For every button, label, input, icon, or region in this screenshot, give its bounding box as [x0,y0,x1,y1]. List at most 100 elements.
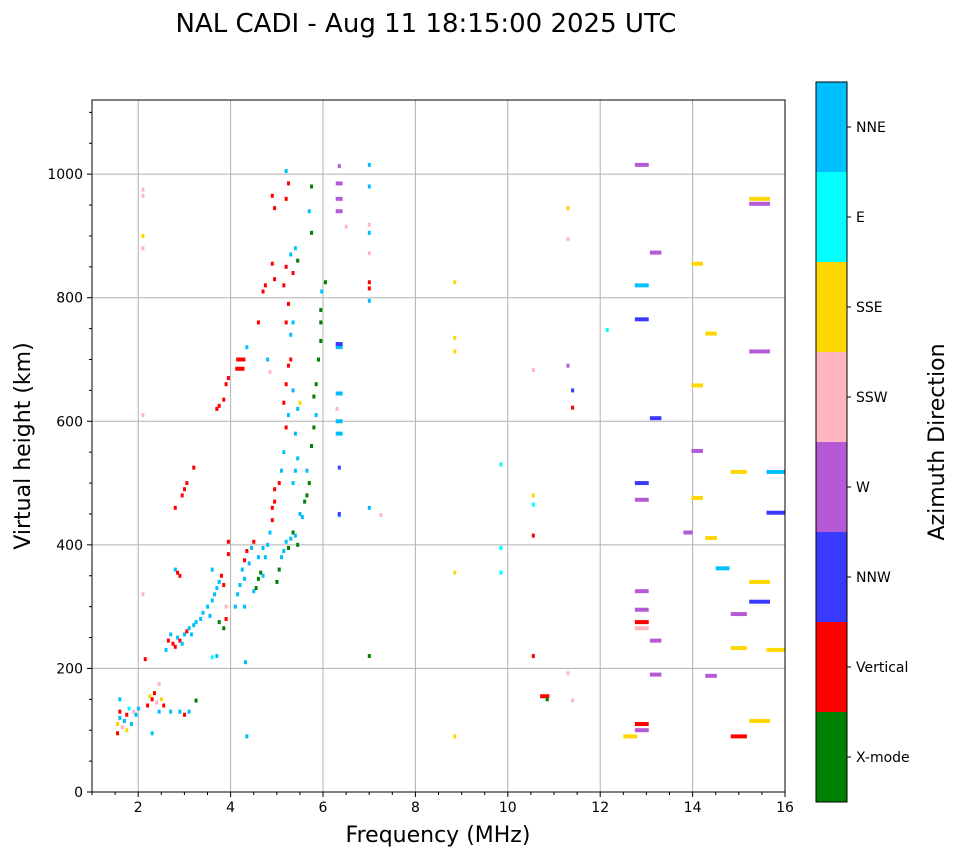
data-point [766,647,785,652]
data-point [749,196,770,201]
data-point [157,681,161,686]
data-point [273,487,277,492]
data-point [187,709,191,714]
data-point [291,271,295,275]
colorbar-tick-label: Vertical [856,660,908,676]
data-point [730,469,747,474]
data-point [337,465,341,470]
data-point [215,586,219,591]
data-point [236,357,246,362]
data-point [634,162,649,167]
data-point [224,382,228,387]
colorbar-tick-label: E [856,210,865,226]
data-point [243,660,247,665]
data-point [499,545,503,550]
data-point [531,368,535,373]
data-point [162,703,166,708]
data-point [284,196,288,201]
data-point [141,193,145,198]
data-point [634,497,649,502]
data-point [335,345,343,350]
data-point [367,654,371,659]
data-point [286,181,290,186]
data-point [540,694,550,699]
data-point [284,320,288,325]
data-point [293,431,297,436]
data-point [286,301,290,306]
data-point [705,673,717,678]
data-point [291,320,295,325]
data-point [634,589,649,594]
data-point [730,646,747,651]
colorbar-swatch-w [816,442,847,532]
data-point [125,728,129,733]
data-point [282,283,286,288]
data-point [243,558,247,563]
data-point [252,539,256,544]
data-point [217,620,221,625]
data-point [238,583,242,588]
x-tick-label: 14 [684,800,702,816]
data-point [280,468,284,473]
data-point [245,345,249,350]
data-point [183,712,187,717]
colorbar-tick-label: NNE [856,120,886,136]
data-point [173,505,177,510]
data-point [176,635,180,640]
data-point [453,734,457,739]
data-point [605,327,609,332]
data-point [266,357,270,362]
data-point [127,706,131,711]
data-point [323,280,327,285]
chart-title: NAL CADI - Aug 11 18:15:00 2025 UTC [176,9,677,39]
x-axis-label: Frequency (MHz) [346,823,531,848]
data-point [171,641,175,646]
data-point [314,382,318,387]
data-point [566,671,570,676]
data-point [185,629,189,634]
plot-frame [91,99,786,793]
data-point [453,280,457,285]
data-point [284,382,288,387]
data-point [499,462,503,467]
colorbar-tick-label: SSE [856,300,883,316]
colorbar-tick-label: X-mode [856,750,910,766]
y-axis-label: Virtual height (km) [11,342,36,549]
data-point [300,515,304,520]
colorbar-swatch-sse [816,262,847,352]
x-tick-label: 10 [499,800,517,816]
data-point [273,206,277,211]
x-tick-label: 8 [411,800,420,816]
data-point [178,638,182,643]
data-point [305,493,309,498]
data-point [270,261,274,266]
data-point [266,542,270,547]
data-point [275,579,279,584]
data-point [194,620,198,625]
data-point [749,599,770,604]
data-point [201,610,205,615]
data-point [250,545,254,550]
data-point [566,237,570,242]
data-point [284,169,288,174]
data-point [185,481,189,486]
data-point [634,607,649,612]
data-point [282,549,286,554]
data-point [319,308,323,313]
data-point [215,654,219,659]
data-point [289,357,293,362]
data-point [173,567,177,572]
colorbar-swatch-vertical [816,622,847,712]
data-point [319,338,323,343]
data-point [284,425,288,430]
data-point [367,286,371,291]
data-point [261,573,265,578]
data-point [335,181,343,186]
data-point [118,715,122,720]
data-point [286,545,290,550]
colorbar-swatch-e [816,172,847,262]
colorbar-tick-label: W [856,480,870,496]
data-point [291,481,295,486]
data-point [169,632,173,637]
data-point [159,697,163,702]
